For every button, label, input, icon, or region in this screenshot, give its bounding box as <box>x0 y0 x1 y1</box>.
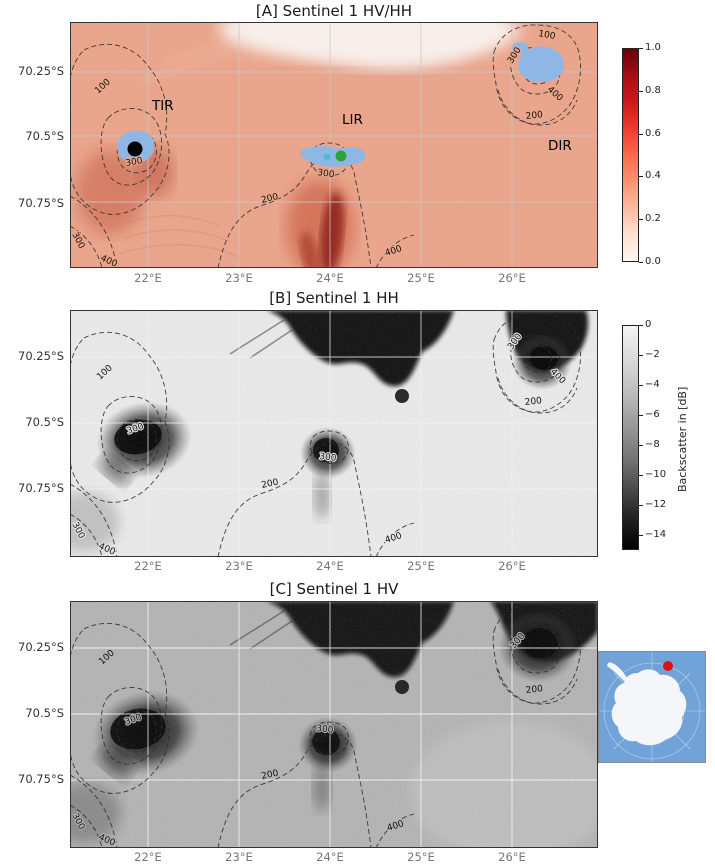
colorbar-b-tickmark <box>639 325 643 326</box>
x-tick: 26°E <box>498 850 526 864</box>
x-tick: 23°E <box>225 271 253 285</box>
map-frame <box>70 22 598 268</box>
cyan-marker <box>323 153 331 161</box>
green-marker-lir <box>335 150 347 162</box>
black-marker-tir <box>127 141 143 157</box>
colorbar-b-tick: −12 <box>645 499 667 510</box>
y-tick: 70.25°S <box>18 64 64 78</box>
x-tick: 22°E <box>134 559 162 573</box>
grid-lines <box>70 601 598 848</box>
colorbar-b-tick: 0 <box>645 319 652 330</box>
panel-c-title: [C] Sentinel 1 HV <box>269 580 399 598</box>
svg-text:200: 200 <box>525 110 543 122</box>
x-tick: 26°E <box>498 271 526 285</box>
svg-text:200: 200 <box>261 478 280 491</box>
label-lir: LIR <box>342 112 363 128</box>
colorbar-a-tickmark <box>639 48 643 49</box>
colorbar-a <box>622 48 639 262</box>
noise-texture <box>70 22 598 268</box>
colorbar-a-tickmark <box>639 176 643 177</box>
antarctica-inset-map <box>598 651 706 763</box>
y-tick: 70.25°S <box>18 349 64 363</box>
colorbar-b-tick: −14 <box>645 529 667 540</box>
colorbar-b-label: Backscatter in [dB] <box>676 386 689 493</box>
colorbar-a-tick: 0.0 <box>645 256 661 267</box>
colorbar-b-tickmark <box>639 385 643 386</box>
map-a: 100 300 300 400 200 300 400 100 300 400 … <box>68 0 598 283</box>
x-tick: 25°E <box>407 850 435 864</box>
colorbar-a-tick: 0.2 <box>645 213 661 224</box>
svg-text:300: 300 <box>316 724 334 736</box>
grid-lines <box>70 22 598 268</box>
study-site-marker <box>663 661 673 671</box>
x-tick: 25°E <box>407 559 435 573</box>
colorbar-b-tick: −4 <box>645 379 660 390</box>
x-tick: 24°E <box>316 850 344 864</box>
x-tick: 26°E <box>498 559 526 573</box>
y-tick: 70.5°S <box>25 129 64 143</box>
y-tick: 70.75°S <box>18 196 64 210</box>
label-tir: TIR <box>151 98 174 114</box>
map-frame <box>70 310 598 557</box>
map-c: 100 300 200 300 300 400 400 300 200 <box>49 601 610 861</box>
panel-a-title: [A] Sentinel 1 HV/HH <box>255 2 413 20</box>
noise-texture <box>70 310 598 557</box>
colorbar-b-tick: −10 <box>645 469 667 480</box>
x-tick: 22°E <box>134 850 162 864</box>
colorbar-a-tickmark <box>639 262 643 263</box>
label-dir: DIR <box>548 138 572 154</box>
x-tick: 24°E <box>316 271 344 285</box>
colorbar-a-tickmark <box>639 134 643 135</box>
colorbar-b-tick: −8 <box>645 439 660 450</box>
svg-text:200: 200 <box>524 396 542 408</box>
colorbar-b-tick: −6 <box>645 409 660 420</box>
noise-texture <box>70 601 598 848</box>
y-tick: 70.75°S <box>18 481 64 495</box>
svg-text:300: 300 <box>125 156 144 169</box>
ice-rise-labels: TIR LIR DIR <box>151 98 572 154</box>
x-tick: 23°E <box>225 559 253 573</box>
svg-text:200: 200 <box>261 769 280 782</box>
colorbar-a-tick: 0.4 <box>645 170 661 181</box>
colorbar-b <box>622 325 639 550</box>
map-b: 100 300 200 300 300 400 400 300 400 200 <box>51 310 598 559</box>
inset-frame <box>598 651 706 763</box>
colorbar-a-tick: 1.0 <box>645 42 661 53</box>
colorbar-b-tickmark <box>639 415 643 416</box>
colorbar-b-tickmark <box>639 445 643 446</box>
x-tick: 22°E <box>134 271 162 285</box>
x-tick: 24°E <box>316 559 344 573</box>
colorbar-a-tick: 0.6 <box>645 128 661 139</box>
y-tick: 70.25°S <box>18 640 64 654</box>
antarctica-shape <box>607 662 687 746</box>
map-c-canvas: 100 300 200 300 300 400 400 300 200 <box>49 601 610 861</box>
map-b-canvas: 100 300 200 300 300 400 400 300 400 200 <box>51 310 598 559</box>
grid-lines <box>70 310 598 557</box>
x-tick: 25°E <box>407 271 435 285</box>
x-tick: 23°E <box>225 850 253 864</box>
svg-text:100: 100 <box>537 29 556 42</box>
colorbar-a-tick: 0.8 <box>645 85 661 96</box>
antarctica-inset-canvas <box>598 651 706 763</box>
map-a-canvas: 100 300 300 400 200 300 400 100 300 400 … <box>68 0 598 283</box>
colorbar-b-tickmark <box>639 475 643 476</box>
colorbar-b-tick: −2 <box>645 349 660 360</box>
y-tick: 70.5°S <box>25 415 64 429</box>
colorbar-a-tickmark <box>639 219 643 220</box>
colorbar-b-tickmark <box>639 355 643 356</box>
svg-text:200: 200 <box>525 684 543 696</box>
colorbar-b-tickmark <box>639 535 643 536</box>
colorbar-a-tickmark <box>639 91 643 92</box>
svg-text:300: 300 <box>317 168 336 180</box>
y-tick: 70.5°S <box>25 706 64 720</box>
panel-b-title: [B] Sentinel 1 HH <box>269 289 399 307</box>
map-frame <box>70 601 598 848</box>
colorbar-b-tickmark <box>639 505 643 506</box>
svg-text:300: 300 <box>319 452 337 464</box>
elevation-contours <box>69 603 581 849</box>
y-tick: 70.75°S <box>18 772 64 786</box>
